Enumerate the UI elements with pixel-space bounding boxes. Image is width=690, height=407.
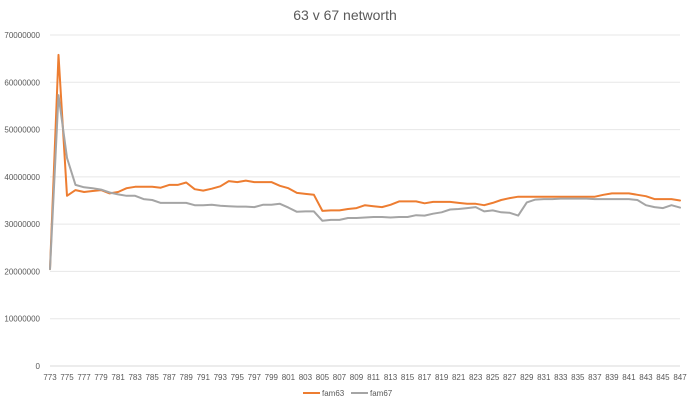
legend-label-fam67: fam67 <box>370 389 393 398</box>
x-tick-label: 793 <box>214 373 228 382</box>
x-tick-label: 789 <box>180 373 194 382</box>
y-tick-label: 40000000 <box>4 173 40 182</box>
x-tick-label: 843 <box>639 373 653 382</box>
x-tick-label: 773 <box>43 373 57 382</box>
x-tick-label: 809 <box>350 373 364 382</box>
x-tick-label: 825 <box>486 373 500 382</box>
series-lines <box>49 53 681 271</box>
x-tick-label: 815 <box>401 373 415 382</box>
series-line-fam67 <box>49 94 681 271</box>
legend-label-fam63: fam63 <box>322 389 345 398</box>
x-tick-label: 835 <box>571 373 585 382</box>
y-axis: 0 10000000 20000000 30000000 40000000 5000000… <box>4 31 40 371</box>
x-tick-label: 837 <box>588 373 602 382</box>
series-line-fam63 <box>49 53 681 271</box>
y-tick-label: 50000000 <box>4 126 40 135</box>
x-tick-label: 817 <box>418 373 432 382</box>
x-tick-label: 811 <box>367 373 380 382</box>
x-tick-label: 833 <box>554 373 568 382</box>
x-tick-label: 805 <box>316 373 330 382</box>
x-tick-label: 781 <box>111 373 125 382</box>
x-tick-label: 783 <box>128 373 142 382</box>
y-tick-label: 20000000 <box>4 267 40 276</box>
x-tick-label: 779 <box>94 373 108 382</box>
x-tick-label: 819 <box>435 373 449 382</box>
x-axis: 773 775 777 779 781 783 785 787 789 791 793 795 797 7… <box>43 373 687 382</box>
x-tick-label: 795 <box>231 373 245 382</box>
gridlines <box>50 34 680 367</box>
x-tick-label: 821 <box>452 373 466 382</box>
y-tick-label: 10000000 <box>4 315 40 324</box>
x-tick-label: 831 <box>537 373 551 382</box>
x-tick-label: 829 <box>520 373 534 382</box>
x-tick-label: 813 <box>384 373 398 382</box>
x-tick-label: 845 <box>656 373 670 382</box>
x-tick-label: 841 <box>622 373 636 382</box>
x-tick-label: 775 <box>60 373 74 382</box>
x-tick-label: 777 <box>77 373 91 382</box>
x-tick-label: 803 <box>299 373 313 382</box>
x-tick-label: 827 <box>503 373 517 382</box>
chart-title: 63 v 67 networth <box>293 7 397 23</box>
x-tick-label: 823 <box>469 373 483 382</box>
x-tick-label: 787 <box>163 373 177 382</box>
y-tick-label: 60000000 <box>4 78 40 87</box>
x-tick-label: 785 <box>145 373 159 382</box>
x-tick-label: 839 <box>605 373 619 382</box>
y-tick-label: 70000000 <box>4 31 40 40</box>
x-tick-label: 807 <box>333 373 347 382</box>
x-tick-label: 847 <box>673 373 687 382</box>
legend: fam63 fam67 <box>303 389 393 398</box>
x-tick-label: 801 <box>282 373 296 382</box>
y-tick-label: 30000000 <box>4 220 40 229</box>
x-tick-label: 797 <box>248 373 262 382</box>
x-tick-label: 791 <box>197 373 211 382</box>
x-tick-label: 799 <box>265 373 279 382</box>
y-tick-label: 0 <box>36 362 41 371</box>
